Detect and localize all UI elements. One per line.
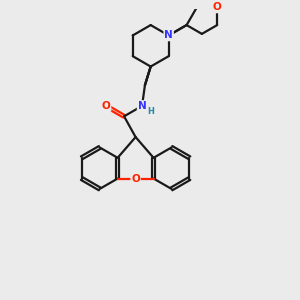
Text: H: H [147,106,154,116]
Text: N: N [164,30,173,40]
Text: O: O [131,173,140,184]
Text: O: O [102,101,110,111]
Text: N: N [138,101,146,111]
Text: O: O [213,2,221,12]
